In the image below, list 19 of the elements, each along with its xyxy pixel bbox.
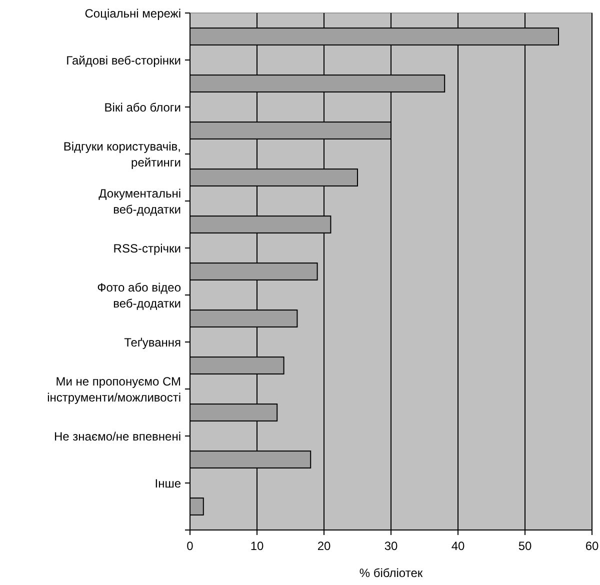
y-tick-label: Інше (154, 476, 182, 490)
y-tick-label: Теґування (124, 336, 181, 350)
x-tick-label: 20 (317, 539, 331, 553)
y-tick-label: Соціальні мережі (84, 6, 181, 20)
x-tick-label: 60 (585, 539, 599, 553)
x-tick-label: 0 (186, 539, 194, 553)
y-tick-label: Вікі або блоги (104, 100, 181, 114)
y-tick-label: Документальні веб-додатки (98, 186, 181, 216)
y-tick-label: Гайдові веб-сторінки (66, 54, 181, 68)
y-tick-label: Відгуки користувачів, рейтинги (63, 140, 181, 170)
x-tick-label: 30 (384, 539, 398, 553)
y-tick-label: RSS-стрічки (113, 242, 181, 256)
x-tick-label: 40 (451, 539, 465, 553)
y-tick-label: Не знаємо/не впевнені (54, 430, 181, 444)
x-axis-title: % бібліотек (359, 566, 424, 580)
y-tick-label: Ми не пропонуємо СМ інструменти/можливості (47, 374, 181, 404)
y-tick-label: Фото або відео веб-додатки (97, 280, 182, 310)
x-tick-label: 50 (518, 539, 532, 553)
x-tick-label: 10 (250, 539, 264, 553)
